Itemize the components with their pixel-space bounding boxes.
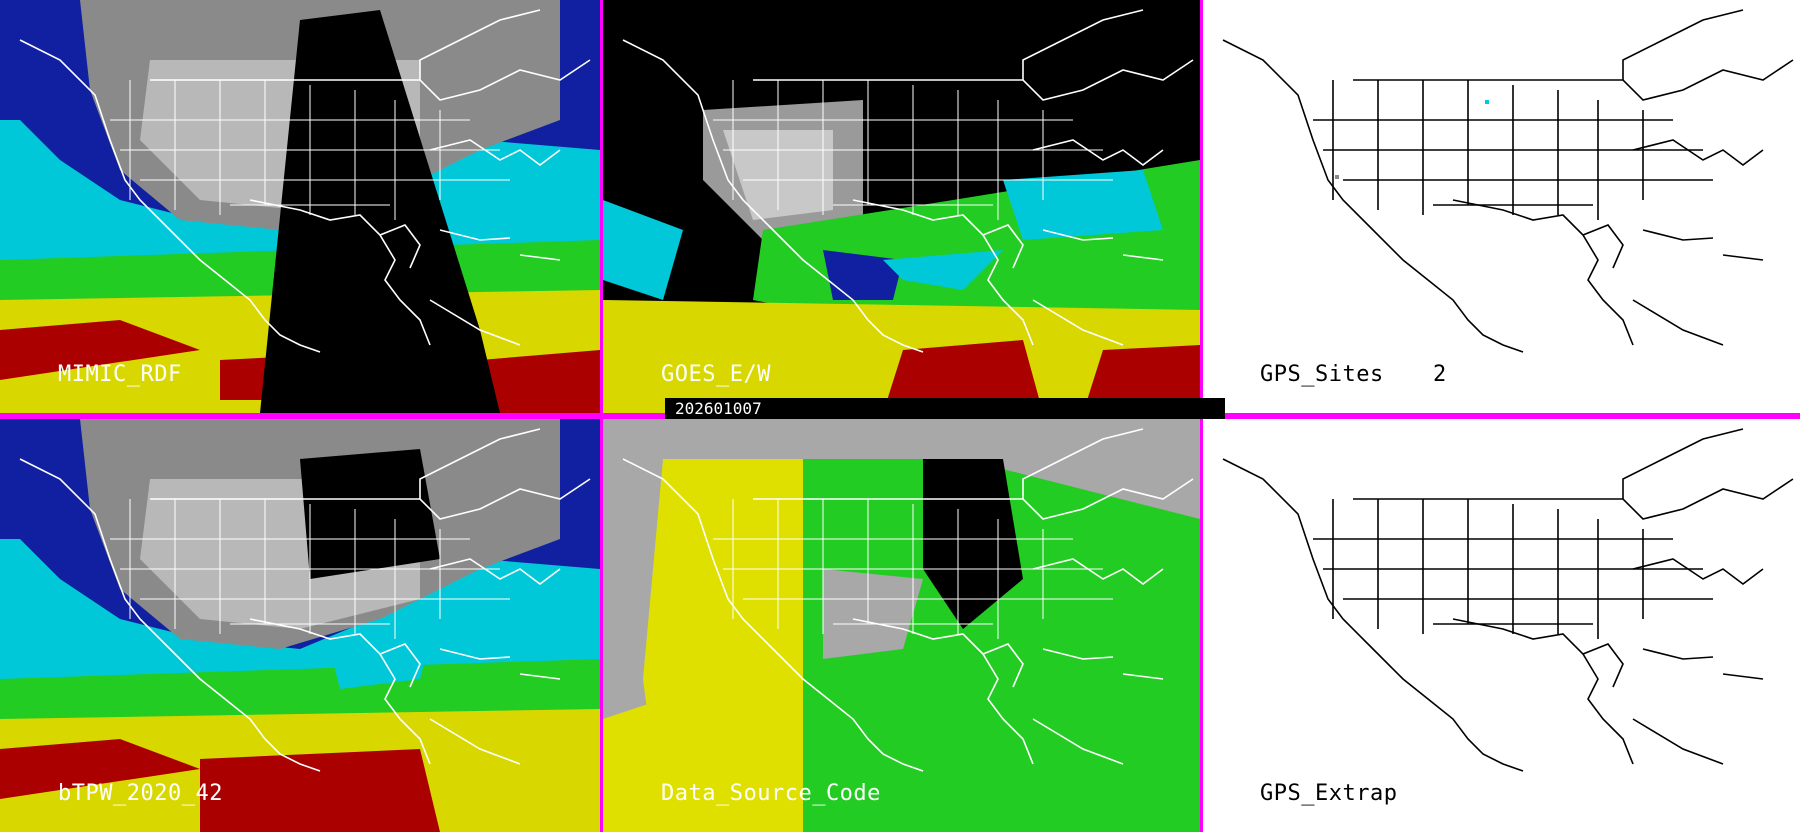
panel-data-source: Data_Source_Code <box>603 419 1200 832</box>
panel-label: GPS_Extrap <box>1260 781 1398 806</box>
gps-site-count: 2 <box>1433 362 1447 387</box>
map-gps-sites <box>1203 0 1800 413</box>
map-goes-ew <box>603 0 1200 413</box>
gps-site-marker <box>1335 175 1339 179</box>
panel-label: MIMIC_RDF <box>58 362 182 387</box>
map-gps-extrap <box>1203 419 1800 832</box>
panel-mimic-rdf: MIMIC_RDF <box>0 0 600 413</box>
panel-btpw: bTPW_2020_42 <box>0 419 600 832</box>
panel-label: GPS_Sites <box>1260 362 1384 387</box>
map-data-source <box>603 419 1200 832</box>
panel-label: Data_Source_Code <box>661 781 881 806</box>
gps-site-marker <box>1485 100 1489 104</box>
panel-label: GOES_E/W <box>661 362 771 387</box>
date-label: 202601007 <box>665 398 1225 419</box>
map-btpw <box>0 419 600 832</box>
panel-gps-sites: GPS_Sites 2 <box>1203 0 1800 413</box>
panel-gps-extrap: GPS_Extrap <box>1203 419 1800 832</box>
panel-goes-ew: GOES_E/W <box>603 0 1200 413</box>
panel-label: bTPW_2020_42 <box>58 781 223 806</box>
map-mimic-rdf <box>0 0 600 413</box>
